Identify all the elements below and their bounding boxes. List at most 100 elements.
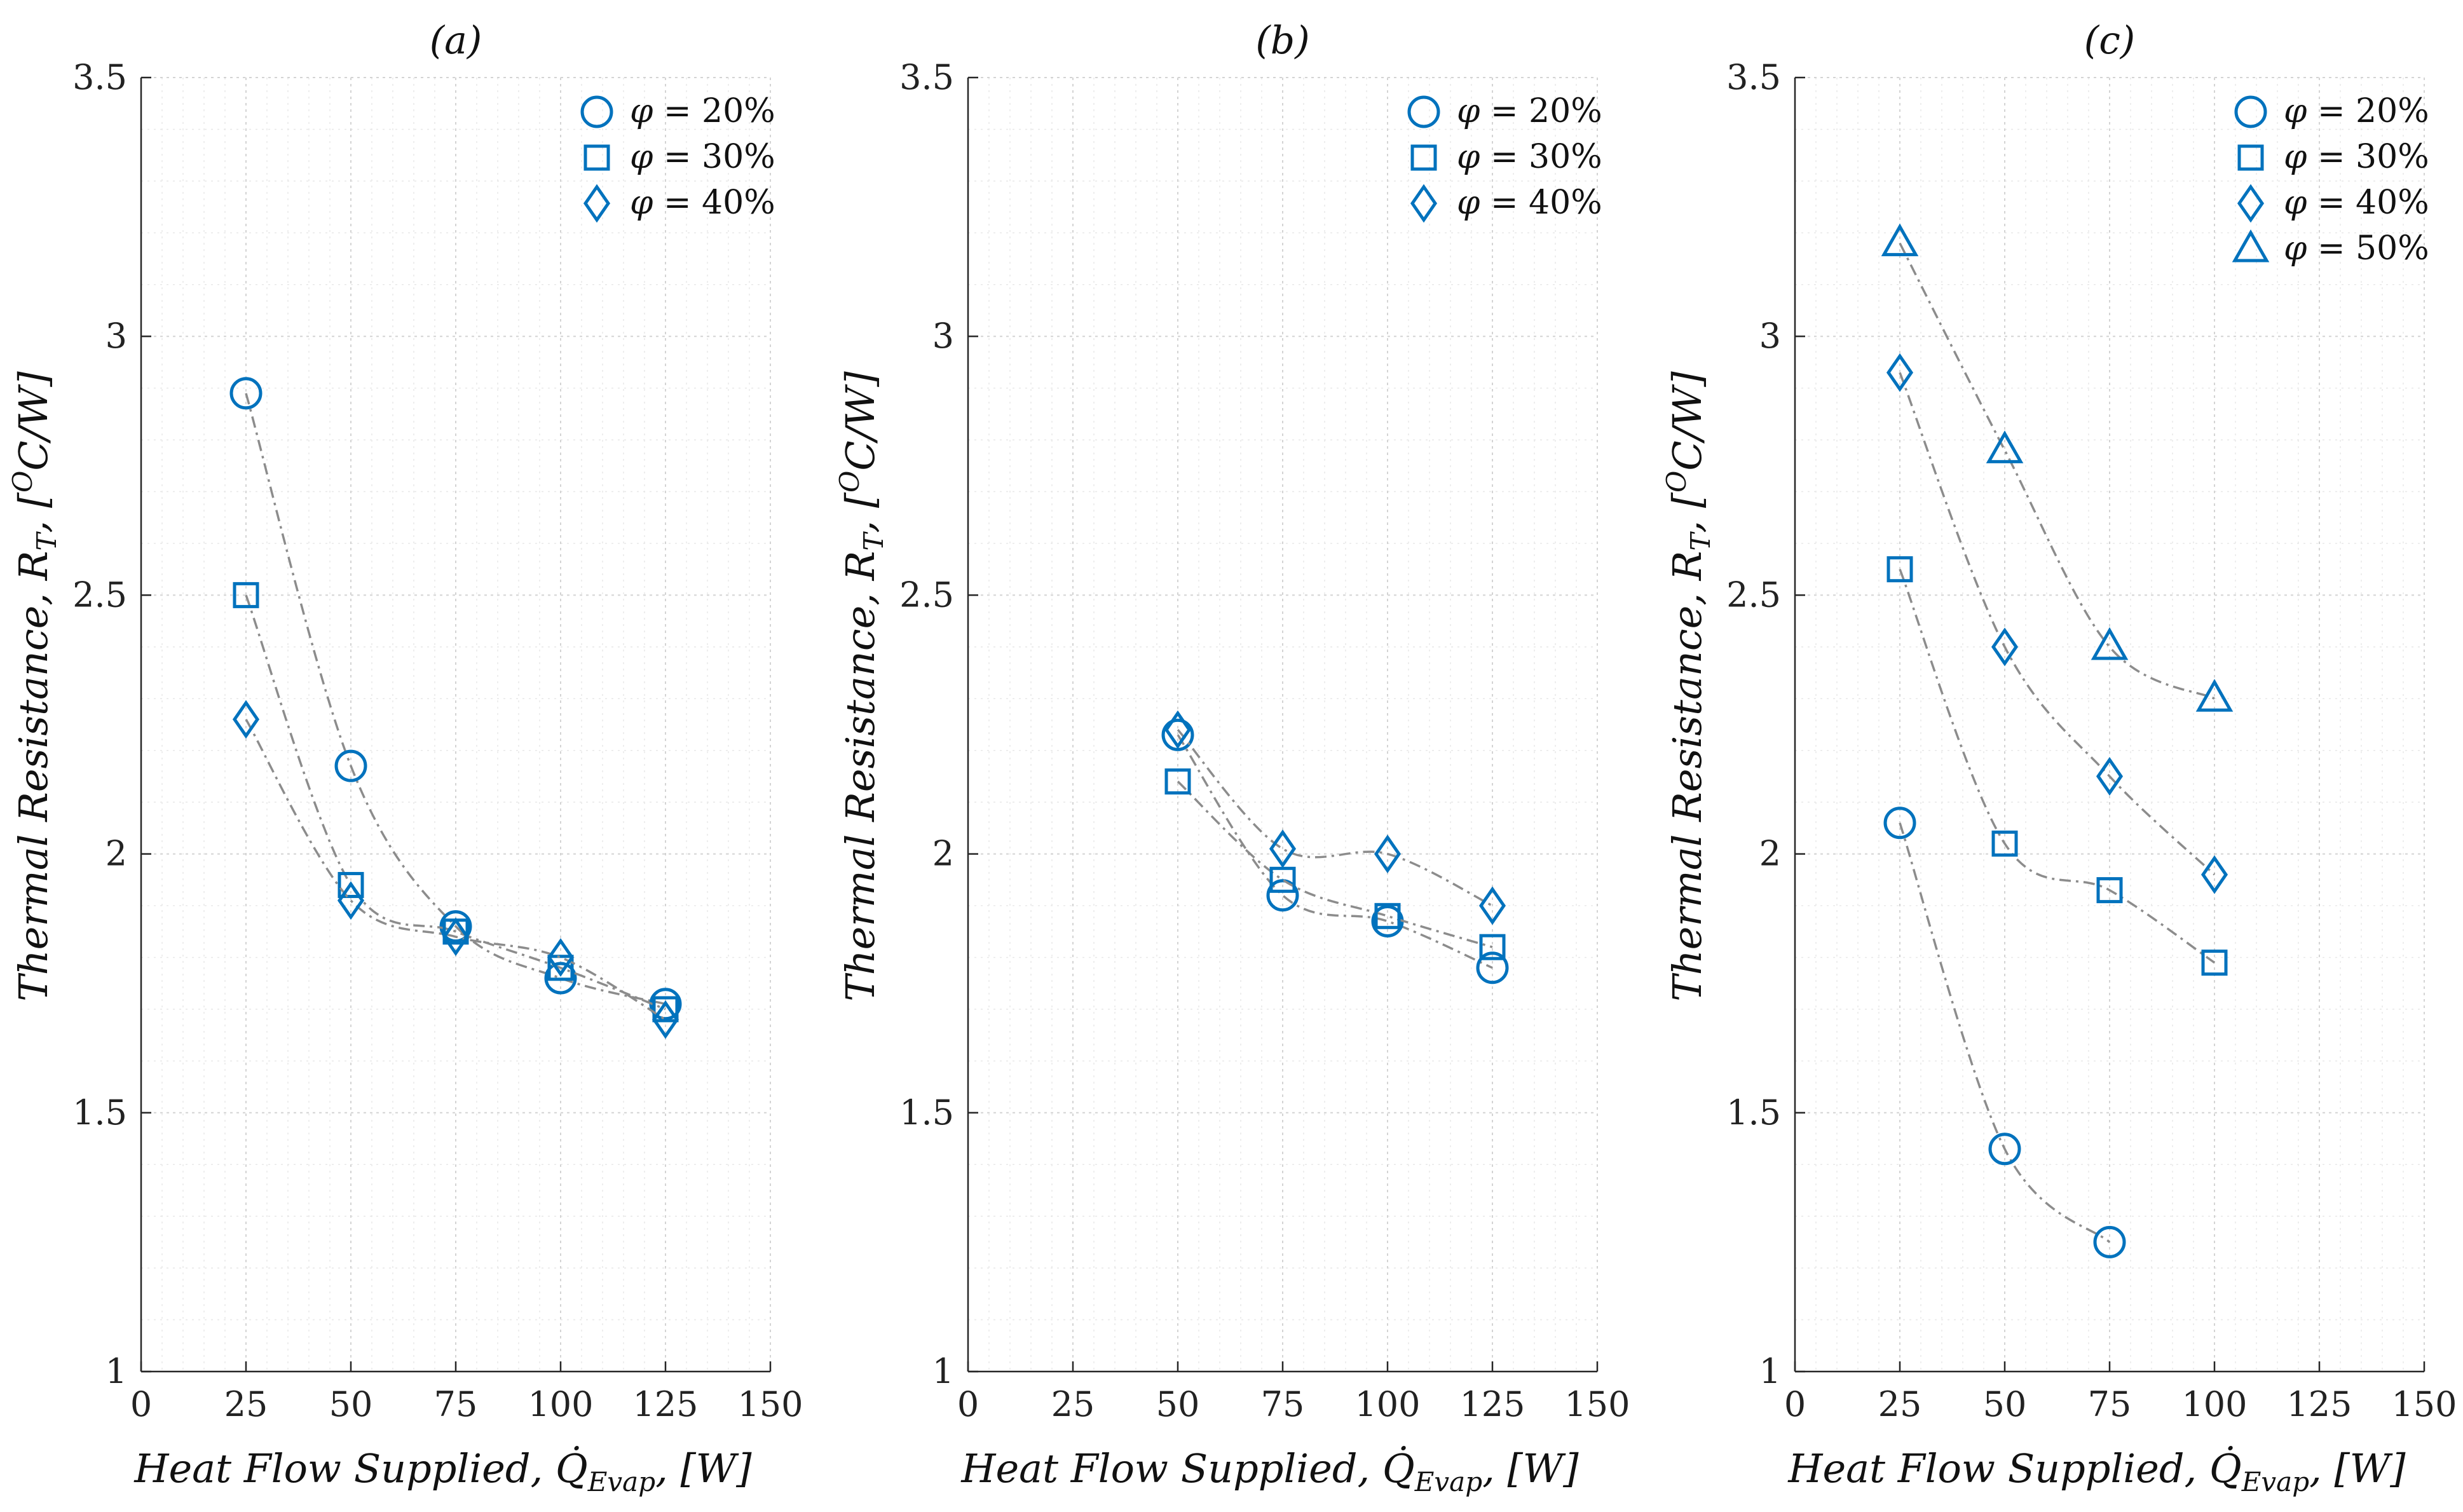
data-point-square bbox=[652, 996, 679, 1023]
y-axis-title: Thermal Resistance, RT, [OC/W] bbox=[834, 371, 889, 1002]
data-point-diamond bbox=[1886, 353, 1914, 392]
x-tick-label: 50 bbox=[1983, 1384, 2027, 1424]
data-point-circle bbox=[334, 749, 367, 782]
y-tick-label: 1.5 bbox=[1726, 1093, 1781, 1133]
legend-entry: φ = 30% bbox=[2284, 138, 2429, 176]
data-point-diamond bbox=[1269, 829, 1297, 868]
y-tick-label: 1.5 bbox=[899, 1093, 954, 1133]
data-point-square bbox=[2201, 950, 2228, 976]
series-diamond bbox=[1886, 353, 2228, 894]
series-diamond bbox=[232, 700, 679, 1039]
y-tick-label: 1 bbox=[932, 1351, 954, 1391]
series-square bbox=[1886, 556, 2228, 976]
x-tick-label: 125 bbox=[2286, 1384, 2352, 1424]
y-tick-label: 3 bbox=[106, 316, 127, 356]
panel-title: (a) bbox=[430, 18, 482, 63]
y-tick-label: 3.5 bbox=[899, 57, 954, 97]
legend-entry: φ = 30% bbox=[630, 138, 775, 176]
data-point-circle bbox=[439, 910, 472, 943]
x-tick-label: 75 bbox=[434, 1384, 478, 1424]
legend-entry: φ = 40% bbox=[2284, 184, 2429, 222]
data-point-diamond bbox=[1991, 627, 2019, 667]
x-tick-label: 125 bbox=[1459, 1384, 1525, 1424]
data-point-square bbox=[1886, 556, 1913, 583]
legend-marker-circle bbox=[580, 95, 613, 128]
x-tick-label: 25 bbox=[224, 1384, 268, 1424]
x-tick-label: 25 bbox=[1051, 1384, 1095, 1424]
data-point-diamond bbox=[442, 917, 470, 957]
legend: φ = 20% φ = 30% φ = 40% bbox=[580, 92, 775, 223]
fit-line bbox=[245, 718, 666, 1021]
y-tick-label: 1 bbox=[106, 1351, 127, 1391]
data-point-diamond bbox=[2200, 855, 2228, 894]
x-tick-label: 0 bbox=[130, 1384, 152, 1424]
data-point-circle bbox=[229, 377, 263, 410]
data-point-diamond bbox=[547, 938, 575, 977]
chart-panel-2: 0 25 50 75 100 125 150 1 1.5 2 2.5 3 3.5 (b) Heat Flow… bbox=[834, 18, 1630, 1497]
data-point-square bbox=[1164, 768, 1191, 795]
data-point-square bbox=[1269, 866, 1296, 893]
legend-entry: φ = 50% bbox=[2284, 229, 2429, 268]
y-tick-label: 3.5 bbox=[1726, 57, 1781, 97]
panel-title: (c) bbox=[2084, 18, 2135, 63]
y-tick-label: 3 bbox=[1759, 316, 1781, 356]
panel-title: (b) bbox=[1255, 18, 1309, 63]
x-tick-label: 50 bbox=[1156, 1384, 1200, 1424]
x-axis-title: Heat Flow Supplied, Q̇Evap, [W] bbox=[960, 1445, 1579, 1497]
data-point-circle bbox=[1476, 951, 1509, 984]
y-tick-label: 2.5 bbox=[899, 575, 954, 615]
x-tick-label: 0 bbox=[957, 1384, 979, 1424]
y-axis-title: Thermal Resistance, RT, [OC/W] bbox=[7, 371, 62, 1002]
series-diamond bbox=[1164, 710, 1506, 925]
legend: φ = 20% φ = 30% φ = 40% bbox=[1407, 92, 1602, 223]
legend-entry: φ = 30% bbox=[1457, 138, 1602, 176]
y-tick-label: 3 bbox=[932, 316, 954, 356]
legend-entry: φ = 40% bbox=[1457, 184, 1602, 222]
data-point-diamond bbox=[652, 1000, 679, 1039]
data-point-triangle bbox=[1986, 430, 2024, 463]
legend-marker-triangle bbox=[2232, 229, 2270, 262]
data-point-circle bbox=[1883, 807, 1916, 840]
y-tick-label: 2.5 bbox=[72, 575, 127, 615]
fit-line bbox=[1899, 569, 2215, 964]
y-tick-label: 3.5 bbox=[72, 57, 127, 97]
chart-panel-1: 0 25 50 75 100 125 150 1 1.5 2 2.5 3 3.5 (a) Heat Flow… bbox=[7, 18, 803, 1497]
data-point-square bbox=[338, 871, 364, 898]
data-point-diamond bbox=[1374, 834, 1402, 873]
x-axis-title: Heat Flow Supplied, Q̇Evap, [W] bbox=[133, 1445, 752, 1497]
data-point-diamond bbox=[232, 700, 260, 739]
chart-panel-3: 0 25 50 75 100 125 150 1 1.5 2 2.5 3 3.5 (c) Heat Flow… bbox=[1661, 18, 2457, 1497]
y-tick-label: 1 bbox=[1759, 1351, 1781, 1391]
x-tick-label: 100 bbox=[528, 1384, 593, 1424]
x-tick-label: 150 bbox=[2391, 1384, 2457, 1424]
series-square bbox=[1164, 768, 1506, 960]
data-point-triangle bbox=[2195, 679, 2234, 712]
x-tick-label: 150 bbox=[1564, 1384, 1630, 1424]
y-tick-label: 1.5 bbox=[72, 1093, 127, 1133]
fit-line bbox=[1899, 242, 2215, 700]
x-tick-label: 125 bbox=[632, 1384, 698, 1424]
fit-line bbox=[1899, 372, 2216, 876]
legend-marker-diamond bbox=[1410, 184, 1438, 223]
data-point-square bbox=[1374, 902, 1401, 929]
legend-marker-square bbox=[583, 144, 610, 171]
legend-marker-diamond bbox=[2237, 184, 2265, 223]
data-point-diamond bbox=[1478, 886, 1506, 925]
data-point-circle bbox=[1988, 1133, 2021, 1166]
x-tick-label: 75 bbox=[1261, 1384, 1305, 1424]
series-triangle bbox=[1881, 223, 2234, 712]
fit-line bbox=[245, 594, 666, 1011]
fit-line bbox=[1177, 734, 1493, 969]
data-point-square bbox=[547, 955, 574, 981]
data-point-square bbox=[2096, 877, 2123, 904]
x-tick-label: 75 bbox=[2088, 1384, 2132, 1424]
y-axis-title: Thermal Resistance, RT, [OC/W] bbox=[1661, 371, 1716, 1002]
legend-entry: φ = 40% bbox=[630, 184, 775, 222]
y-tick-label: 2.5 bbox=[1726, 575, 1781, 615]
y-tick-label: 2 bbox=[106, 834, 127, 874]
series-circle bbox=[1161, 718, 1509, 984]
x-tick-label: 150 bbox=[737, 1384, 803, 1424]
x-tick-label: 100 bbox=[1354, 1384, 1420, 1424]
legend-entry: φ = 20% bbox=[1457, 92, 1602, 130]
